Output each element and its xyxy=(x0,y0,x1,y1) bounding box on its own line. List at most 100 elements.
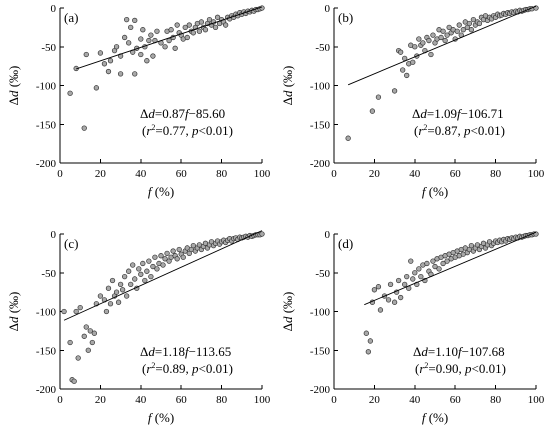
data-point xyxy=(172,45,178,51)
data-point xyxy=(83,51,89,58)
data-point xyxy=(138,271,144,277)
data-point xyxy=(121,273,128,280)
data-point xyxy=(416,36,422,42)
data-point xyxy=(101,61,108,67)
data-point xyxy=(174,256,180,262)
data-point xyxy=(154,28,160,34)
data-point xyxy=(142,277,148,284)
x-tick-label: 20 xyxy=(95,394,107,406)
y-tick-label: -50 xyxy=(41,42,56,54)
data-point xyxy=(140,260,146,267)
data-point xyxy=(418,273,424,280)
y-tick-label: -50 xyxy=(41,268,56,280)
y-tick-label: -100 xyxy=(310,307,331,319)
y-tick-label: -100 xyxy=(36,307,57,319)
x-tick-label: 100 xyxy=(254,394,271,406)
data-point xyxy=(214,14,221,20)
x-tick-label: 20 xyxy=(369,394,381,406)
data-point xyxy=(420,40,426,46)
y-tick-label: 0 xyxy=(325,229,331,241)
data-point xyxy=(71,378,77,384)
data-point xyxy=(126,268,132,274)
y-tick-label: -200 xyxy=(36,384,57,396)
data-point xyxy=(404,72,410,79)
data-point xyxy=(128,24,134,31)
data-point xyxy=(456,22,462,28)
y-axis-title: Δd (‰) xyxy=(6,292,21,332)
data-point xyxy=(391,88,398,94)
data-point xyxy=(345,135,351,141)
data-point xyxy=(93,85,100,91)
x-tick-label: 0 xyxy=(331,168,337,180)
data-point xyxy=(164,250,170,257)
data-point xyxy=(174,22,180,28)
data-point xyxy=(132,71,138,77)
x-tick-label: 40 xyxy=(135,168,147,180)
data-point xyxy=(97,50,104,56)
data-point xyxy=(400,67,406,73)
y-tick-label: -150 xyxy=(36,119,57,131)
x-tick-label: 60 xyxy=(450,168,462,180)
x-tick-label: 40 xyxy=(135,394,147,406)
y-axis-title: Δd (‰) xyxy=(6,66,21,106)
data-point xyxy=(198,19,205,25)
data-point xyxy=(119,287,126,293)
data-point xyxy=(377,307,384,313)
data-point xyxy=(87,328,93,334)
data-point xyxy=(148,273,154,280)
regression-line xyxy=(347,5,537,86)
regression-equation: Δd=1.09f−106.71 xyxy=(412,106,504,121)
data-point xyxy=(81,333,87,339)
y-tick-label: -150 xyxy=(310,119,331,131)
data-point xyxy=(124,16,130,23)
x-tick-label: 80 xyxy=(490,168,502,180)
data-point xyxy=(132,17,138,24)
data-point xyxy=(162,256,168,262)
data-point xyxy=(176,246,182,253)
regression-line xyxy=(63,230,263,321)
data-point xyxy=(146,37,152,44)
x-tick-label: 0 xyxy=(57,168,63,180)
data-point xyxy=(363,330,369,336)
data-point xyxy=(402,281,408,288)
data-point xyxy=(190,242,196,249)
data-point xyxy=(416,266,422,272)
data-point xyxy=(124,293,130,299)
x-tick-label: 80 xyxy=(216,394,228,406)
y-axis-title: Δd (‰) xyxy=(280,292,295,332)
data-point xyxy=(222,22,229,28)
data-point xyxy=(460,27,466,33)
data-point xyxy=(121,34,128,41)
x-axis-title: f (%) xyxy=(422,184,448,199)
x-tick-label: 0 xyxy=(331,394,337,406)
data-point xyxy=(371,287,378,293)
data-point xyxy=(432,263,438,270)
data-point xyxy=(387,281,394,288)
y-tick-label: 0 xyxy=(51,3,57,15)
data-point xyxy=(138,51,144,58)
y-axis-title: Δd (‰) xyxy=(280,66,295,106)
data-point xyxy=(365,349,371,355)
x-tick-label: 40 xyxy=(409,168,421,180)
y-tick-label: -150 xyxy=(310,345,331,357)
data-point xyxy=(410,59,416,65)
x-tick-label: 60 xyxy=(176,394,188,406)
data-point xyxy=(117,281,124,288)
data-point xyxy=(140,27,146,33)
panel-label: (b) xyxy=(338,10,353,25)
data-point xyxy=(184,34,190,41)
data-point xyxy=(146,258,152,264)
data-point xyxy=(466,20,472,27)
data-point xyxy=(150,53,156,59)
x-tick-label: 80 xyxy=(490,394,502,406)
data-point xyxy=(75,355,81,361)
data-point xyxy=(130,262,136,268)
y-tick-label: -150 xyxy=(36,345,57,357)
data-point xyxy=(186,22,192,28)
y-tick-label: -50 xyxy=(315,42,330,54)
data-point xyxy=(152,254,158,260)
data-point xyxy=(138,36,144,42)
data-point xyxy=(440,28,446,34)
